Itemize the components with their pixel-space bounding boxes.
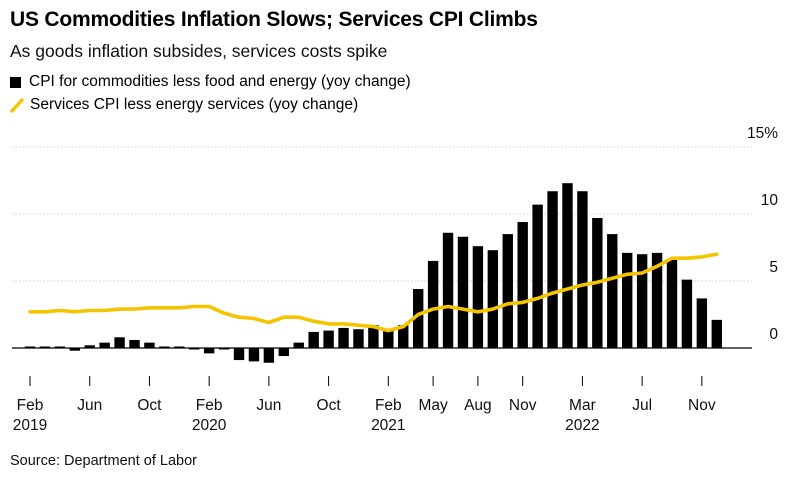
x-tick-label: Feb — [196, 397, 223, 414]
x-tick-label: Nov — [688, 397, 716, 414]
bar — [696, 298, 708, 348]
bar — [39, 346, 51, 348]
bar — [651, 252, 663, 348]
legend-item-commodities: CPI for commodities less food and energy… — [10, 73, 411, 91]
y-tick-label: 15% — [747, 125, 778, 142]
bar — [159, 346, 170, 348]
bar — [114, 337, 125, 348]
x-tick-label: May — [418, 397, 448, 414]
y-tick-label: 0 — [769, 326, 778, 343]
x-tick-year-label: 2022 — [565, 417, 599, 434]
bar — [711, 319, 722, 348]
bar — [427, 260, 439, 348]
bar — [472, 246, 484, 348]
bar — [383, 330, 394, 348]
services-line — [28, 252, 719, 333]
bar — [99, 342, 110, 348]
bar — [636, 254, 648, 348]
legend-swatch-line — [10, 98, 24, 113]
source-note: Source: Department of Labor — [10, 453, 197, 469]
x-tick-label: Jun — [256, 397, 281, 414]
bar — [577, 191, 588, 348]
x-tick-label: Oct — [137, 397, 162, 414]
bar — [547, 191, 558, 348]
bar — [398, 325, 409, 348]
bar — [338, 327, 349, 348]
bar — [84, 345, 95, 348]
bar — [681, 279, 693, 348]
bar — [129, 339, 140, 348]
bar — [502, 234, 513, 348]
bar — [517, 222, 528, 348]
bar — [278, 348, 290, 357]
bar — [487, 250, 499, 348]
legend-swatch-bar — [10, 76, 21, 88]
bar — [189, 348, 200, 350]
bar — [263, 348, 275, 363]
bar — [457, 236, 469, 348]
bar — [69, 348, 80, 351]
bar — [308, 331, 319, 348]
bar — [233, 348, 245, 361]
bar — [666, 259, 678, 348]
x-tick-label: Feb — [17, 397, 44, 414]
bar — [54, 346, 66, 348]
chart-subtitle: As goods inflation subsides, services co… — [10, 41, 388, 61]
y-tick-label: 10 — [761, 192, 779, 209]
bar — [622, 252, 633, 348]
legend-item-services: Services CPI less energy services (yoy c… — [10, 96, 358, 114]
x-tick-label: Jul — [632, 397, 652, 414]
x-tick-year-label: 2019 — [13, 417, 47, 434]
bar — [323, 330, 334, 348]
bar — [248, 348, 260, 362]
bar — [562, 183, 573, 348]
x-tick-label: Nov — [509, 397, 537, 414]
bar — [412, 289, 424, 348]
chart-title: US Commodities Inflation Slows; Services… — [10, 8, 538, 31]
bar — [532, 204, 543, 348]
bar — [144, 342, 155, 348]
bar — [607, 234, 618, 348]
bar — [174, 346, 185, 348]
x-tick-label: Oct — [317, 397, 342, 414]
bar — [368, 325, 379, 348]
bar — [353, 329, 364, 348]
x-tick-label: Jun — [77, 397, 102, 414]
bar — [218, 348, 230, 350]
bar — [293, 342, 304, 348]
legend-label-commodities: CPI for commodities less food and energy… — [29, 73, 411, 90]
bar — [24, 346, 36, 348]
bar — [442, 232, 454, 348]
x-tick-year-label: 2020 — [192, 417, 227, 434]
x-tick-label: Mar — [569, 397, 596, 414]
x-tick-label: Feb — [375, 397, 402, 414]
legend-label-services: Services CPI less energy services (yoy c… — [30, 96, 359, 113]
y-tick-label: 5 — [769, 259, 778, 276]
x-tick-year-label: 2021 — [371, 417, 405, 434]
x-tick-label: Aug — [464, 397, 492, 414]
bar — [203, 348, 215, 354]
